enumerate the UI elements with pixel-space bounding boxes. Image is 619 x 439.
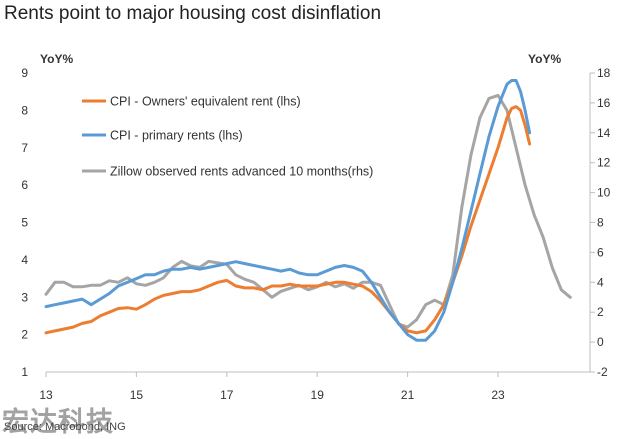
right-axis-tick-label: 4 (597, 275, 604, 289)
right-axis-tick-label: 16 (597, 96, 611, 110)
left-axis-tick-label: 9 (21, 66, 28, 80)
right-axis-tick-label: 10 (597, 186, 611, 200)
series-group (44, 79, 572, 342)
legend-group: CPI - Owners' equivalent rent (lhs) CPI -… (82, 95, 373, 179)
watermark-text: 宏达科技 (2, 407, 114, 438)
right-axis-tick-label: 12 (597, 156, 611, 170)
left-axis-tick-label: 7 (21, 141, 28, 155)
x-axis-tick-label: 17 (220, 388, 234, 402)
legend-label: CPI - Owners' equivalent rent (lhs) (110, 95, 301, 109)
series-line (44, 93, 572, 329)
left-axis-tick-label: 2 (21, 328, 28, 342)
series-line (44, 79, 532, 342)
legend-label: CPI - primary rents (lhs) (110, 129, 243, 143)
right-axis-tick-label: 14 (597, 126, 611, 140)
right-axis-tick-label: 2 (597, 305, 604, 319)
left-axis-tick-label: 1 (21, 365, 28, 379)
right-axis-tick-label: 8 (597, 216, 604, 230)
left-axis-tick-label: 8 (21, 103, 28, 117)
x-axis-tick-label: 19 (311, 388, 325, 402)
x-axis-tick-label: 21 (401, 388, 415, 402)
right-axis-tick-label: 18 (597, 66, 611, 80)
left-axis-tick-label: 4 (21, 253, 28, 267)
series-line (44, 105, 532, 335)
left-axis-tick-label: 5 (21, 216, 28, 230)
x-axis-tick-label: 15 (130, 388, 144, 402)
left-axis-tick-label: 3 (21, 290, 28, 304)
x-axis-tick-label: 13 (39, 388, 53, 402)
source-note: Source: Macrobond, ING (4, 421, 126, 433)
right-axis-unit: YoY% (528, 52, 561, 66)
right-axis-tick-label: 6 (597, 245, 604, 259)
left-axis-unit: YoY% (40, 52, 73, 66)
x-axis-tick-label: 23 (491, 388, 505, 402)
right-axis-tick-label: -2 (597, 365, 608, 379)
right-axis-tick-label: 0 (597, 335, 604, 349)
left-axis-tick-label: 6 (21, 178, 28, 192)
legend-label: Zillow observed rents advanced 10 months… (110, 165, 373, 179)
chart-title: Rents point to major housing cost disinf… (4, 3, 382, 24)
